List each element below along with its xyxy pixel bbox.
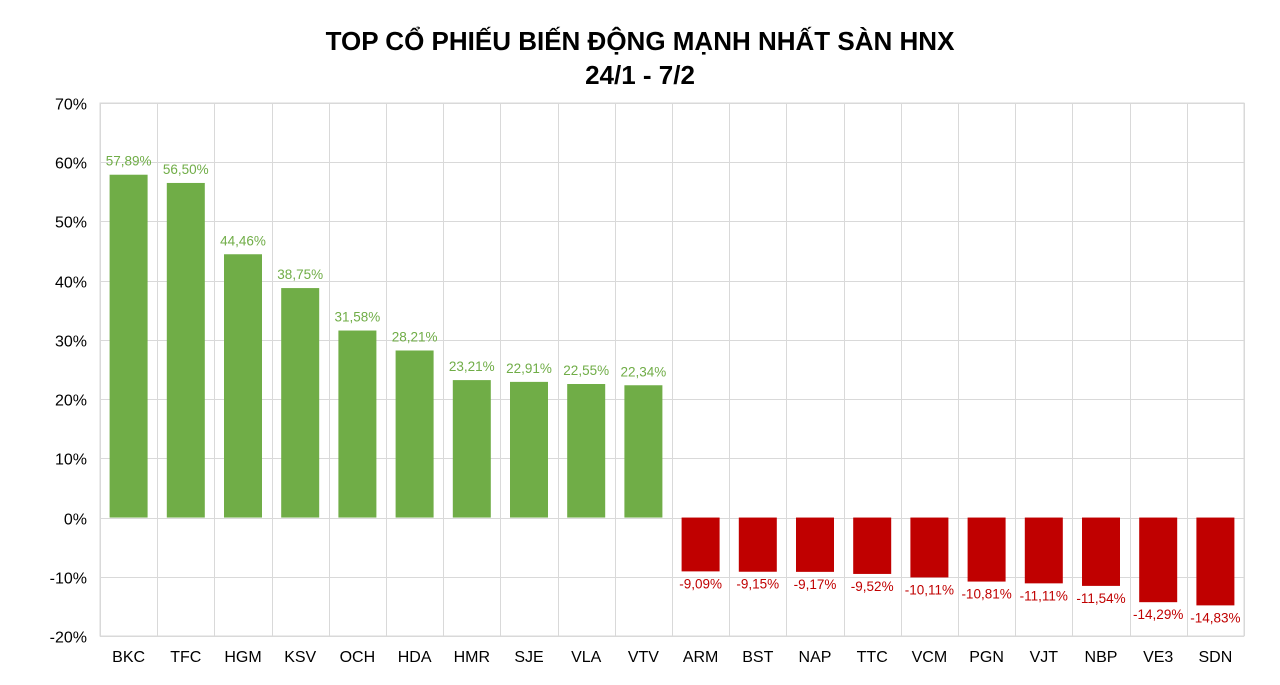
data-label: -9,52% (851, 579, 894, 594)
data-label: 31,58% (335, 310, 381, 325)
data-label: 22,55% (563, 363, 609, 378)
bar-bst (738, 517, 777, 572)
x-tick-label: PGN (969, 649, 1004, 666)
x-tick-label: NBP (1085, 649, 1118, 666)
y-tick-label: 30% (55, 334, 87, 351)
bar-vcm (910, 517, 949, 578)
data-label: -9,15% (736, 577, 779, 592)
bar-nbp (1082, 517, 1120, 586)
x-tick-label: SDN (1199, 649, 1233, 666)
x-tick-label: TTC (857, 649, 888, 666)
bar-ttc (853, 517, 892, 574)
data-label: -11,11% (1020, 588, 1068, 603)
data-label: -14,83% (1190, 610, 1240, 625)
data-label: 44,46% (220, 233, 266, 248)
bar-hda (395, 350, 434, 518)
bar-hgm (224, 254, 262, 518)
x-tick-label: TFC (170, 649, 201, 666)
x-tick-label: KSV (284, 649, 316, 666)
data-label: 57,89% (106, 154, 152, 169)
y-tick-label: 40% (55, 275, 87, 292)
x-tick-label: HMR (454, 649, 490, 666)
x-tick-label: VJT (1030, 649, 1059, 666)
x-tick-label: HGM (224, 649, 261, 666)
data-label: 23,21% (449, 359, 495, 374)
y-tick-label: 60% (55, 156, 87, 173)
x-tick-label: VTV (628, 649, 659, 666)
data-label: -9,17% (794, 577, 837, 592)
data-label: 38,75% (277, 267, 323, 282)
x-tick-label: NAP (799, 649, 832, 666)
y-tick-label: 70% (55, 97, 87, 114)
y-tick-label: -10% (50, 571, 87, 588)
bar-sje (510, 381, 548, 518)
data-label: 28,21% (392, 329, 438, 344)
y-tick-label: 50% (55, 215, 87, 232)
bar-arm (681, 517, 720, 572)
bar-bkc (109, 174, 148, 518)
x-tick-label: SJE (514, 649, 543, 666)
x-tick-label: VCM (912, 649, 948, 666)
x-tick-label: BKC (112, 649, 145, 666)
chart-subtitle: 24/1 - 7/2 (585, 60, 695, 90)
data-label: -14,29% (1133, 607, 1183, 622)
y-tick-label: 20% (55, 393, 87, 410)
bar-ve3 (1139, 517, 1178, 603)
y-tick-label: 10% (55, 452, 87, 469)
x-tick-label: VLA (571, 649, 602, 666)
data-label: -10,11% (905, 582, 954, 597)
x-tick-label: OCH (340, 649, 376, 666)
bar-och (338, 330, 377, 518)
x-tick-label: BST (742, 649, 773, 666)
bar-vjt (1024, 517, 1063, 584)
bar-vtv (624, 385, 663, 518)
data-label: -9,09% (679, 576, 722, 591)
y-tick-label: -20% (50, 630, 87, 647)
bar-ksv (281, 288, 320, 518)
bar-vla (567, 384, 606, 518)
bar-nap (796, 517, 834, 572)
data-label: 22,91% (506, 361, 552, 376)
data-label: -11,54% (1076, 591, 1125, 606)
bar-hmr (452, 380, 491, 518)
x-tick-label: VE3 (1143, 649, 1173, 666)
bar-pgn (967, 517, 1006, 582)
chart-title: TOP CỔ PHIẾU BIẾN ĐỘNG MẠNH NHẤT SÀN HNX (325, 26, 955, 56)
y-tick-label: 0% (64, 512, 87, 529)
bar-sdn (1196, 517, 1235, 606)
x-tick-label: ARM (683, 649, 719, 666)
data-label: 22,34% (621, 364, 667, 379)
bar-tfc (166, 182, 205, 518)
data-label: 56,50% (163, 162, 209, 177)
x-tick-label: HDA (398, 649, 432, 666)
data-label: -10,81% (961, 587, 1011, 602)
